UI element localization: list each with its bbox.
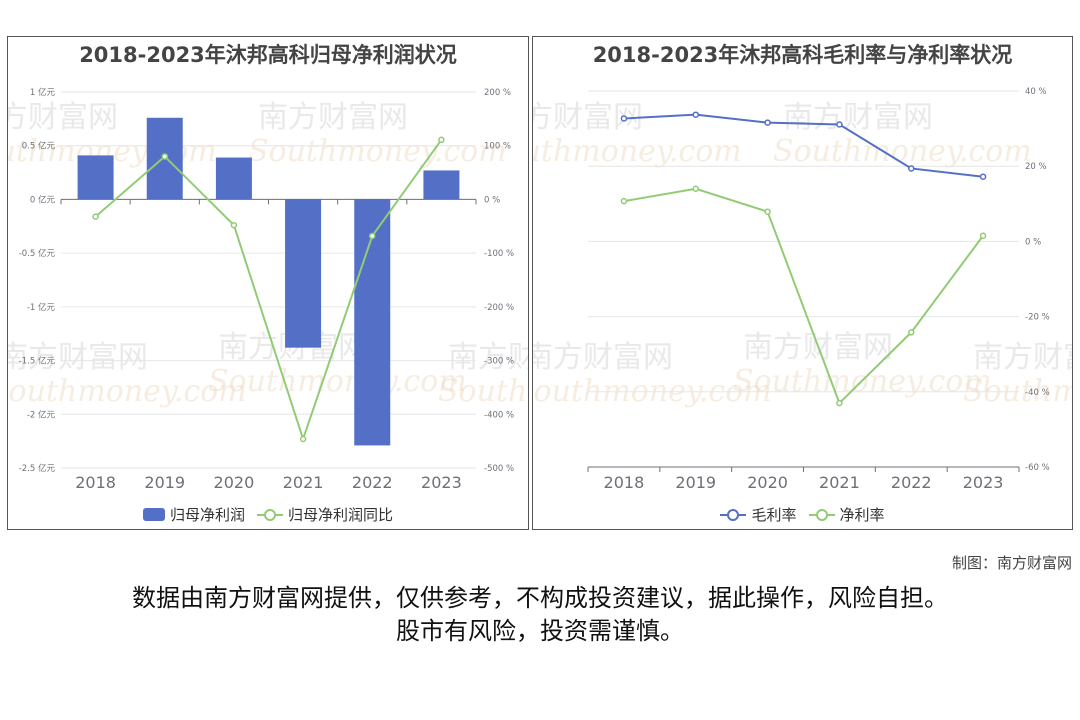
y-tick-label-left: -1 亿元 [27, 302, 56, 313]
y-tick-label-left: 1 亿元 [30, 87, 56, 98]
x-tick-label: 2021 [819, 473, 860, 492]
x-tick-label: 2018 [75, 473, 116, 492]
line-net-margin [623, 187, 984, 405]
legend-label-gross-margin: 毛利率 [751, 506, 797, 524]
legend-item-net-profit-yoy[interactable]: 归母净利润同比 [257, 504, 393, 525]
y-tick-label-right: -20 % [1025, 313, 1050, 323]
margin-legend: 毛利率 净利率 [533, 504, 1072, 525]
y-tick-label-right: -40 % [1025, 388, 1050, 398]
point-gross-margin [836, 121, 843, 128]
net-profit-chart: 南方财富网Southmoney.com南方财富网Southmoney.com南方… [8, 87, 529, 492]
y-tick-label-right: 0 % [1025, 237, 1041, 247]
margin-chart-title: 2018-2023年沐邦高科毛利率与净利率状况 [592, 43, 1013, 67]
point-net-margin [836, 399, 843, 407]
watermark-text: Southmoney.com [533, 134, 742, 169]
bar-net-profit [77, 155, 114, 200]
point-gross-margin [764, 119, 771, 126]
legend-line-swatch-icon [720, 508, 747, 521]
x-tick-label: 2020 [747, 473, 788, 492]
bar-net-profit [423, 170, 460, 200]
y-tick-label-right: -200 % [484, 303, 514, 313]
legend-item-gross-margin[interactable]: 毛利率 [720, 504, 797, 525]
bar-net-profit [215, 157, 252, 200]
margin-chart: 南方财富网Southmoney.com南方财富网Southmoney.com南方… [533, 87, 1073, 492]
y-tick-label-left: 0 亿元 [30, 194, 56, 205]
point-net-profit-yoy [92, 213, 99, 220]
watermark-text: Southmoney.com [438, 374, 529, 409]
x-tick-label: 2022 [891, 473, 932, 492]
point-net-profit-yoy [161, 153, 168, 160]
y-tick-label-right: -60 % [1025, 463, 1050, 473]
x-tick-label: 2018 [604, 473, 645, 492]
legend-label-net-profit-yoy: 归母净利润同比 [288, 506, 394, 524]
legend-line-swatch-icon [808, 508, 835, 521]
y-tick-label-right: -100 % [484, 249, 514, 259]
margin-chart-panel: 南方财富网Southmoney.com南方财富网Southmoney.com南方… [532, 36, 1073, 530]
x-tick-label: 2021 [283, 473, 324, 492]
net-profit-chart-panel: 南方财富网Southmoney.com南方财富网Southmoney.com南方… [7, 36, 529, 530]
point-net-profit-yoy [230, 221, 238, 229]
net-profit-chart-title: 2018-2023年沐邦高科归母净利润状况 [79, 43, 457, 67]
x-tick-label: 2020 [214, 473, 255, 492]
x-tick-label: 2023 [421, 473, 462, 492]
watermark-text: 南方财富网 [783, 100, 933, 135]
point-gross-margin [979, 173, 987, 180]
line-gross-margin [623, 113, 984, 178]
y-tick-label-right: 20 % [1025, 162, 1047, 172]
legend-label-net-profit: 归母净利润 [169, 506, 245, 524]
watermark-text: 南方财富网 [533, 340, 673, 375]
line-net-profit-yoy [94, 139, 443, 443]
point-net-margin [908, 329, 915, 336]
x-tick-label: 2019 [675, 473, 716, 492]
legend-bar-swatch-icon [142, 508, 165, 521]
point-net-margin [620, 197, 628, 205]
bar-net-profit [285, 199, 322, 348]
chart-credit: 制图：南方财富网 [951, 554, 1072, 572]
watermark-text: 南方财富网 [448, 340, 529, 375]
point-gross-margin [620, 115, 628, 122]
net-profit-legend: 归母净利润 归母净利润同比 [8, 504, 528, 525]
point-net-profit-yoy [299, 435, 307, 443]
y-tick-label-right: -300 % [484, 357, 514, 367]
y-tick-label-right: -500 % [484, 464, 514, 474]
watermark-text: 南方财富网 [258, 100, 408, 135]
watermark-text: Southmoney.com [248, 134, 507, 169]
point-net-margin [979, 232, 987, 240]
y-tick-label-right: -400 % [484, 410, 514, 420]
x-tick-label: 2023 [963, 473, 1004, 492]
y-tick-label-left: -0.5 亿元 [19, 248, 56, 259]
point-net-margin [764, 208, 771, 215]
watermark-text: Southmoney.com [8, 374, 247, 409]
disclaimer-line-1: 数据由南方财富网提供，仅供参考，不构成投资建议，据此操作，风险自担。 [132, 584, 948, 612]
point-gross-margin [692, 111, 699, 118]
legend-label-net-margin: 净利率 [839, 506, 885, 524]
bar-net-profit [354, 199, 391, 446]
watermark-text: 南方财富网 [8, 100, 118, 135]
x-tick-label: 2022 [352, 473, 393, 492]
legend-item-net-profit[interactable]: 归母净利润 [142, 504, 245, 525]
y-tick-label-right: 0 % [484, 195, 500, 205]
y-tick-label-left: -2.5 亿元 [19, 463, 56, 474]
watermark-text: Southmoney.com [208, 364, 467, 399]
x-tick-label: 2019 [144, 473, 185, 492]
point-net-margin [692, 185, 699, 193]
point-gross-margin [908, 165, 915, 172]
watermark-text: 南方财富网 [8, 340, 148, 375]
legend-item-net-margin[interactable]: 净利率 [808, 504, 885, 525]
y-tick-label-left: -1.5 亿元 [19, 356, 56, 367]
legend-line-swatch-icon [257, 508, 283, 521]
watermark-text: 南方财富网 [973, 340, 1073, 375]
y-tick-label-right: 40 % [1025, 87, 1047, 97]
y-tick-label-right: 200 % [484, 88, 511, 98]
y-tick-label-left: 0.5 亿元 [22, 141, 56, 152]
y-tick-label-left: -2 亿元 [27, 409, 56, 420]
point-net-profit-yoy [438, 136, 445, 144]
point-net-profit-yoy [369, 232, 376, 240]
y-tick-label-right: 100 % [484, 142, 511, 152]
disclaimer-line-2: 股市有风险，投资需谨慎。 [396, 617, 684, 645]
